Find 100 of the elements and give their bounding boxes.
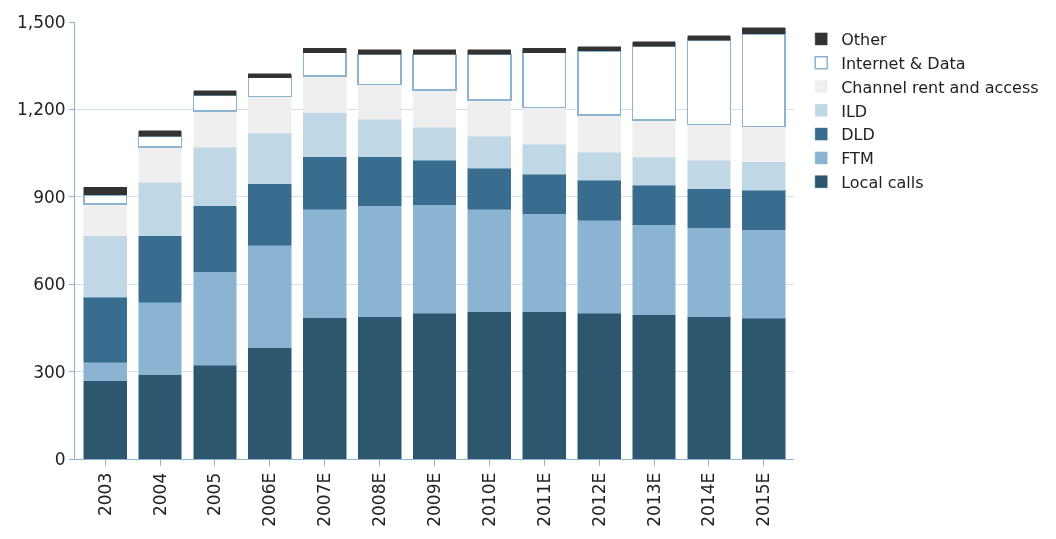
bar [248, 96, 292, 134]
bar [138, 146, 182, 183]
bar [687, 188, 731, 229]
x-tick-label: 2013E [643, 472, 664, 527]
bar [83, 362, 127, 382]
bar [303, 208, 347, 318]
bar [357, 316, 402, 459]
bar [83, 194, 128, 205]
bar [193, 364, 237, 459]
bar [412, 313, 457, 459]
x-tick-label: 2010E [478, 472, 499, 527]
y-tick-label: 600 [33, 274, 66, 295]
bar [357, 53, 402, 86]
bar [577, 50, 622, 116]
bar [137, 135, 183, 148]
bar [687, 316, 731, 459]
x-tick-label: 2003 [94, 472, 115, 517]
bar [632, 119, 676, 158]
bar [138, 235, 182, 303]
bar [303, 47, 347, 53]
x-tick-label: 2015E [753, 472, 774, 527]
bar [138, 302, 182, 376]
x-tick-label: 2009E [424, 472, 445, 527]
legend-label: Channel rent and access [841, 77, 1039, 97]
x-tick-label: 2014E [698, 472, 719, 527]
x-tick-label: 2011E [533, 472, 554, 527]
bar [467, 53, 512, 101]
x-tick-label: 2004 [149, 472, 170, 517]
bar [632, 224, 676, 316]
bar [577, 114, 621, 153]
bar [412, 126, 457, 161]
bar [138, 130, 182, 137]
bar [632, 41, 676, 47]
x-tick-label: 2008E [369, 472, 390, 527]
bar [248, 73, 292, 78]
bar [193, 90, 237, 96]
bar [248, 244, 292, 348]
bar [357, 84, 402, 120]
bar [742, 229, 786, 319]
bar [632, 185, 676, 226]
bar [193, 205, 237, 273]
legend-label: ILD [841, 101, 868, 121]
bar [83, 235, 127, 298]
bar [522, 107, 566, 145]
bar [83, 203, 127, 236]
bar [247, 76, 292, 98]
bar [742, 161, 786, 191]
bar [687, 35, 731, 41]
bar [522, 174, 566, 215]
bar [192, 94, 238, 112]
legend-label: Other [841, 30, 888, 50]
bar [687, 124, 731, 161]
bar [522, 144, 566, 175]
bar [467, 168, 512, 210]
bar [412, 204, 457, 314]
bar [577, 220, 621, 314]
legend-label: Local calls [841, 172, 924, 192]
y-tick-label: 1,200 [16, 99, 66, 120]
bar [631, 45, 677, 121]
bar [522, 51, 567, 109]
bar [138, 181, 182, 236]
bar [687, 227, 731, 317]
bar [303, 156, 347, 210]
bar [412, 53, 457, 91]
bar [83, 380, 127, 459]
bar [357, 156, 402, 207]
bar [303, 112, 347, 158]
bar [193, 147, 237, 207]
bar [467, 99, 512, 137]
bar [742, 27, 786, 35]
bar [138, 374, 182, 459]
bar [577, 180, 621, 221]
bar [742, 126, 786, 163]
bar [632, 156, 676, 186]
legend-label: FTM [841, 149, 874, 169]
bar [577, 313, 621, 459]
y-tick-label: 900 [33, 186, 66, 207]
bar [467, 49, 512, 55]
legend-label: DLD [841, 125, 875, 145]
bar [686, 39, 732, 126]
bar [357, 49, 402, 55]
y-tick-label: 300 [33, 361, 66, 382]
bar [522, 213, 566, 312]
bar [467, 136, 512, 169]
bar [303, 75, 347, 114]
bar [248, 133, 292, 185]
x-tick-label: 2005 [204, 472, 225, 517]
bar [577, 151, 621, 181]
bar [193, 271, 237, 366]
bar [632, 314, 676, 459]
bar [742, 189, 786, 230]
bar [742, 318, 786, 459]
bar [467, 311, 512, 459]
bar [577, 46, 621, 52]
bar [83, 297, 127, 363]
bar [412, 89, 457, 128]
x-tick-label: 2007E [314, 472, 335, 527]
bar [687, 159, 731, 189]
legend-label: Internet & Data [841, 53, 966, 73]
bar [83, 187, 127, 196]
